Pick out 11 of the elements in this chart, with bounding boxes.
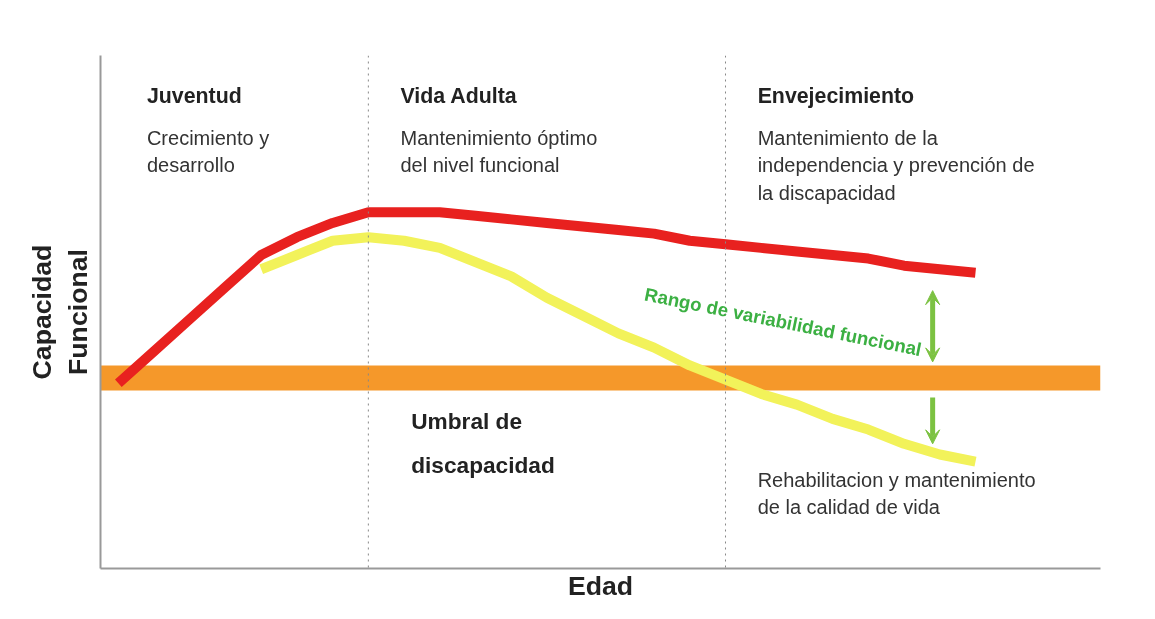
text: Mantenimiento óptimo del nivel funcional <box>400 126 598 177</box>
text: Juventud <box>146 84 242 108</box>
text: Crecimiento y desarrollo <box>146 126 270 177</box>
annotation: Rango de variabilidad funcional <box>642 283 924 361</box>
x-axis-title: Edad <box>567 570 634 601</box>
band-label: Umbral de discapacidad <box>411 408 555 479</box>
text: Mantenimiento de la independencia y prevención de la discapacidad <box>757 126 1035 204</box>
y-axis-title: Capacidad Funcional <box>26 244 93 380</box>
text: Vida Adulta <box>400 84 517 108</box>
text: Envejecimiento <box>757 84 915 108</box>
annotation: Rehabilitacion y mantenimiento de la calidad de vida <box>757 468 1036 519</box>
